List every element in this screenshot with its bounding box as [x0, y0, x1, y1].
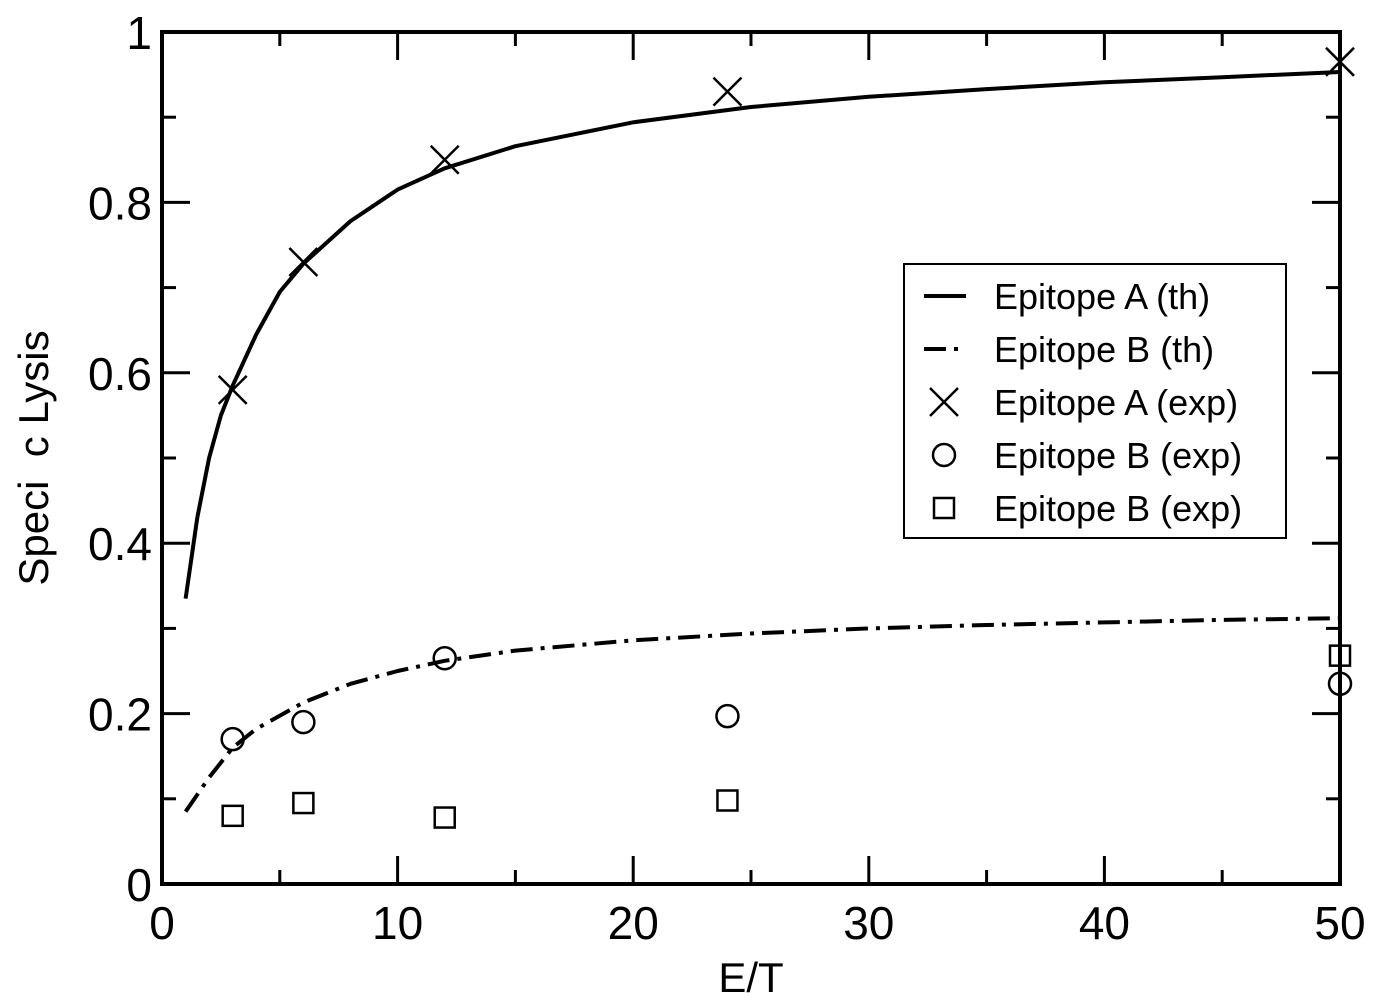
data-point — [712, 76, 743, 107]
series-0 — [183, 70, 1341, 599]
series-1 — [183, 616, 1341, 813]
series-3 — [220, 645, 1353, 752]
x-axis-label: E/T — [718, 954, 783, 1001]
data-point — [292, 791, 315, 815]
series-line — [183, 70, 1341, 599]
x-tick-label: 20 — [608, 897, 659, 949]
y-tick-label: 0 — [126, 859, 152, 911]
legend-item: Epitope B (exp) — [931, 435, 1242, 476]
legend-label: Epitope B (th) — [994, 329, 1214, 370]
y-tick-label: 0.4 — [88, 518, 152, 570]
legend-item: Epitope A (exp) — [929, 382, 1238, 423]
legend-box — [903, 263, 1287, 539]
data-point — [433, 806, 456, 829]
data-point — [1327, 671, 1353, 697]
x-tick-label: 50 — [1314, 897, 1365, 949]
legend-label: Epitope B (exp) — [994, 488, 1242, 529]
legend-swatch — [929, 387, 959, 417]
legend-item: Epitope B (exp) — [932, 488, 1242, 529]
data-point — [716, 789, 739, 812]
data-point — [221, 804, 244, 828]
legend-item: Epitope A (th) — [924, 276, 1210, 317]
series-line — [183, 616, 1341, 813]
data-point — [429, 144, 460, 175]
data-point — [1328, 644, 1352, 667]
data-point — [1325, 46, 1355, 77]
legend: Epitope A (th) Epitope B (th) Epitope A (e… — [903, 263, 1287, 539]
y-tick-label: 0.2 — [88, 689, 152, 741]
y-axis-label: Speci c Lysis — [10, 330, 57, 585]
legend-label: Epitope B (exp) — [994, 435, 1242, 476]
data-point — [291, 709, 316, 735]
x-tick-label: 40 — [1079, 897, 1130, 949]
legend-swatch — [932, 496, 956, 520]
x-tick-label: 0 — [149, 897, 175, 949]
series-2 — [217, 46, 1355, 405]
data-point — [715, 703, 740, 729]
legend-item: Epitope B (th) — [924, 329, 1214, 370]
legend-label: Epitope A (exp) — [994, 382, 1238, 423]
series-4 — [221, 644, 1352, 829]
y-tick-label: 0.8 — [88, 177, 152, 229]
data-point — [288, 247, 319, 277]
data-point — [432, 645, 457, 671]
x-tick-label: 10 — [372, 897, 423, 949]
x-tick-label: 30 — [843, 897, 894, 949]
y-tick-label: 1 — [126, 7, 152, 59]
y-tick-label: 0.6 — [88, 348, 152, 400]
data-point — [220, 726, 245, 752]
legend-swatch — [931, 442, 957, 468]
legend-label: Epitope A (th) — [994, 276, 1210, 317]
data-point — [217, 374, 248, 405]
